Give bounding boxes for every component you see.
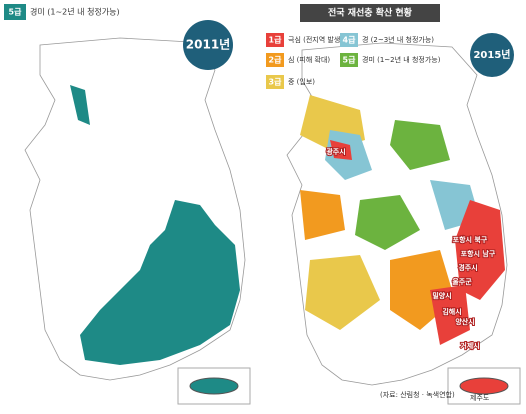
legend-text: 경미 (1~2년 내 청정가능) [362, 55, 441, 64]
year: 2011년 [186, 38, 230, 52]
region-label: 울주군 [452, 277, 472, 286]
region-label: 광주시 [326, 147, 345, 156]
jeju-label: 제주도 [470, 394, 490, 402]
legend: 1급 극심 (전지역 발생) 2급 심 (피해 확대) 3급 중 (입보) 4급 경 (2~3… [266, 33, 441, 89]
legend-text: 중 (입보) [288, 78, 315, 86]
affected-area [80, 200, 240, 365]
year: 2015년 [473, 48, 510, 61]
legend-text: 심 (피해 확대) [288, 55, 330, 64]
legend-text: 경미 (1~2년 내 청정가능) [30, 7, 120, 17]
legend-grade: 5급 [343, 56, 357, 65]
region-label: 경주시 [458, 263, 477, 272]
legend-text: 극심 (전지역 발생) [288, 35, 343, 44]
region-label: 거제시 [460, 341, 479, 350]
legend-swatch [266, 75, 284, 89]
title: 전국 재선충 확산 현황 [328, 7, 413, 19]
legend-grade: 2급 [269, 56, 283, 65]
region-label: 포항시 북구 [453, 235, 488, 244]
legend-text: 경 (2~3년 내 청정가능) [362, 35, 434, 44]
legend-swatch [340, 53, 358, 67]
region-label: 김해시 [442, 307, 461, 316]
legend-grade: 1급 [269, 36, 283, 45]
legend-swatch [340, 33, 358, 47]
region-label: 포항시 남구 [461, 249, 496, 258]
badge: 5급 [9, 8, 23, 17]
affected-area [70, 85, 90, 125]
legend-swatch [266, 33, 284, 47]
legend-grade: 3급 [269, 78, 283, 87]
map-2015: 제주도 (자료: 산림청 · 녹색연합) 전국 재선충 확산 현황 2015년 [286, 4, 521, 405]
region-label: 양산시 [455, 317, 474, 326]
map-2011: 5급 경미 (1~2년 내 청정가능) 2011년 [4, 4, 251, 405]
region-label: 밀양시 [432, 291, 451, 300]
legend-grade: 4급 [343, 36, 357, 45]
legend-swatch [266, 53, 284, 67]
source: (자료: 산림청 · 녹색연합) [380, 390, 455, 399]
